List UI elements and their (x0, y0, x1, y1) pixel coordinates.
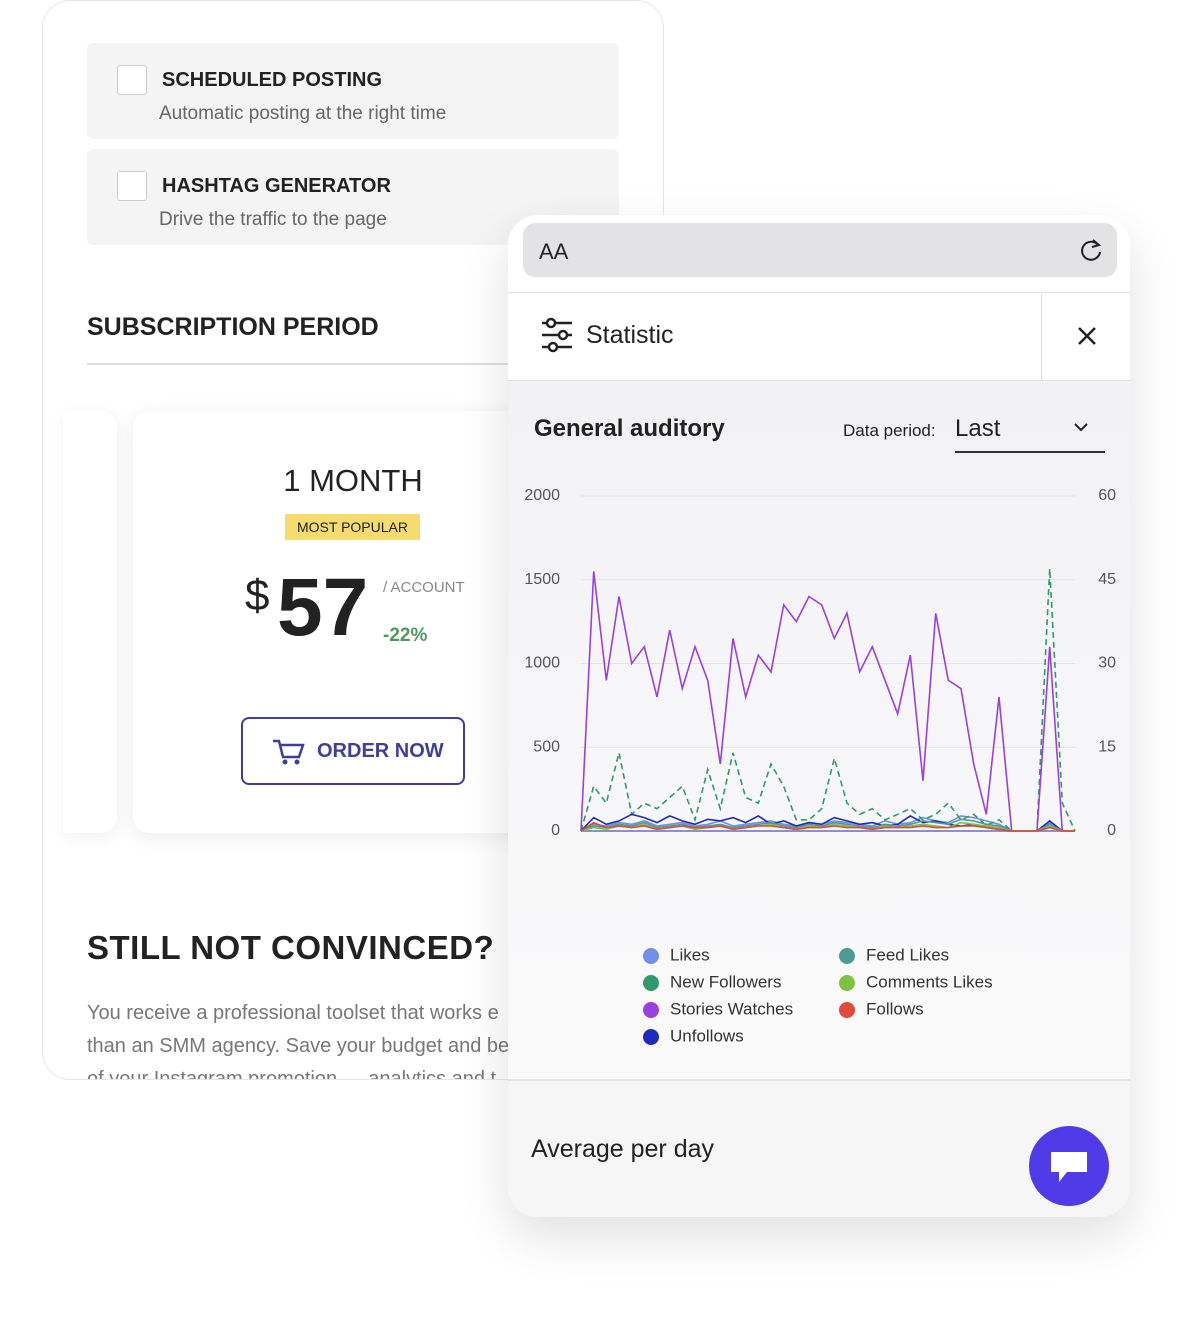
feature-title: SCHEDULED POSTING (162, 69, 383, 91)
chat-button[interactable] (1029, 1126, 1109, 1206)
series-line (580, 818, 1075, 832)
period-select[interactable]: Last (955, 413, 1105, 453)
paragraph-line: of your Instagram promotion — analytics … (87, 1068, 497, 1080)
chart: 0 500 1000 1500 2000 0 15 30 45 60 Likes New Follow… (524, 487, 1116, 1045)
close-button[interactable] (1076, 325, 1098, 347)
divider (508, 380, 1130, 381)
legend-swatch (643, 1002, 659, 1018)
paragraph: You receive a professional toolset that … (87, 997, 510, 1080)
paragraph-line: than an SMM agency. Save your budget and… (87, 1035, 510, 1057)
legend-swatch (643, 948, 659, 964)
reload-icon[interactable] (1077, 237, 1105, 265)
y2-tick-label: 30 (1098, 655, 1116, 672)
y-tick-label: 1500 (524, 571, 560, 588)
feature: SCHEDULED POSTING Automatic posting at t… (87, 43, 619, 139)
series-line (580, 571, 1075, 832)
legend-swatch (839, 975, 855, 991)
legend-swatch (839, 1002, 855, 1018)
y2-tick-label: 45 (1098, 571, 1116, 588)
checkbox[interactable] (117, 65, 147, 95)
legend-label: Comments Likes (866, 972, 993, 991)
section-heading: SUBSCRIPTION PERIOD (87, 313, 379, 341)
section-title: General auditory (534, 415, 725, 442)
series-line (580, 568, 1076, 832)
paragraph-line: You receive a professional toolset that … (87, 1002, 499, 1024)
feature-subtitle: Automatic posting at the right time (159, 103, 447, 124)
feature-title: HASHTAG GENERATOR (162, 175, 391, 197)
chat-icon (1051, 1152, 1087, 1182)
legend-label: Likes (670, 945, 710, 964)
section-heading: STILL NOT CONVINCED? (87, 929, 495, 966)
y-tick-label: 0 (551, 822, 560, 839)
y-tick-label: 2000 (524, 487, 560, 504)
period-value: Last (955, 415, 1001, 442)
plan-card (63, 411, 117, 833)
price-unit: / ACCOUNT (383, 579, 465, 596)
divider (508, 1079, 1130, 1081)
legend-swatch (643, 1029, 659, 1045)
divider (87, 363, 647, 365)
mobile-panel: AA Statistic General auditory Data perio… (508, 215, 1130, 1217)
price: 57 (277, 562, 369, 653)
legend-label: Follows (866, 999, 924, 1018)
panel-title: Statistic (586, 321, 674, 349)
divider (508, 292, 1130, 293)
period-label: Data period: (843, 421, 936, 440)
y-tick-label: 500 (533, 738, 560, 755)
badge: MOST POPULAR (285, 514, 420, 540)
checkbox[interactable] (117, 171, 147, 201)
footer-title: Average per day (531, 1135, 714, 1163)
y2-tick-label: 60 (1098, 487, 1116, 504)
y-tick-label: 1000 (524, 655, 560, 672)
plan-card: 1 MONTH MOST POPULAR $ 57 / ACCOUNT -22%… (133, 411, 573, 833)
y2-tick-label: 15 (1098, 738, 1116, 755)
button-label: ORDER NOW (317, 740, 444, 762)
order-button[interactable]: ORDER NOW (241, 717, 465, 785)
feature-subtitle: Drive the traffic to the page (159, 209, 387, 230)
font-size-button[interactable]: AA (539, 239, 569, 264)
legend-swatch (643, 975, 659, 991)
chart-section (508, 381, 1130, 1081)
y2-tick-label: 0 (1107, 822, 1116, 839)
legend-label: Stories Watches (670, 999, 793, 1018)
footer-section (508, 1081, 1130, 1217)
legend-label: Feed Likes (866, 945, 949, 964)
plan-name: 1 MONTH (283, 463, 423, 498)
legend-swatch (839, 948, 855, 964)
series-line (580, 821, 1075, 832)
address-bar: AA (523, 223, 1117, 277)
currency: $ (245, 571, 270, 620)
filter-icon (542, 317, 572, 353)
legend-label: Unfollows (670, 1026, 744, 1045)
dropdown-icon (1074, 423, 1088, 432)
legend-label: New Followers (670, 972, 781, 991)
discount: -22% (383, 625, 428, 646)
cart-icon (273, 739, 305, 765)
divider (1041, 293, 1042, 381)
